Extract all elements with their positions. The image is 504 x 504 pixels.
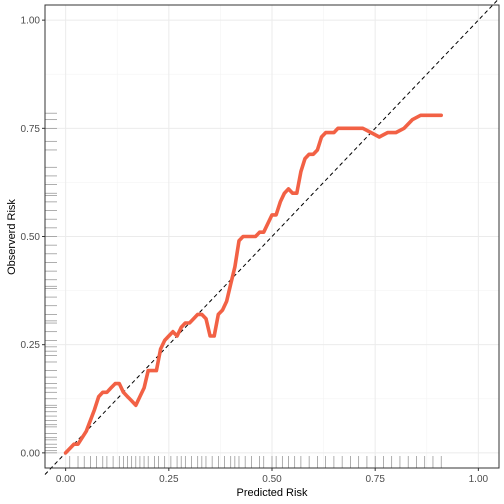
grid-lines — [45, 5, 499, 468]
x-tick-label: 0.25 — [159, 474, 179, 485]
rug-marks — [45, 112, 442, 468]
reference-diagonal-line — [44, 0, 499, 475]
series-layer — [44, 0, 499, 475]
y-tick-label: 0.00 — [21, 448, 41, 459]
x-tick-label: 0.50 — [262, 474, 282, 485]
y-tick-label: 0.50 — [21, 232, 41, 243]
x-axis-ticks: 0.00 0.25 0.50 0.75 1.00 — [56, 468, 489, 485]
y-axis-ticks: 0.00 0.25 0.50 0.75 1.00 — [21, 16, 45, 459]
x-tick-label: 0.00 — [56, 474, 76, 485]
x-axis-title: Predicted Risk — [237, 487, 308, 499]
y-axis-title: Observerd Risk — [6, 199, 18, 275]
x-tick-label: 0.75 — [365, 474, 385, 485]
y-tick-label: 0.25 — [21, 340, 41, 351]
y-tick-label: 0.75 — [21, 124, 41, 135]
y-tick-label: 1.00 — [21, 16, 41, 27]
x-tick-label: 1.00 — [469, 474, 489, 485]
calibration-curve — [63, 113, 444, 455]
